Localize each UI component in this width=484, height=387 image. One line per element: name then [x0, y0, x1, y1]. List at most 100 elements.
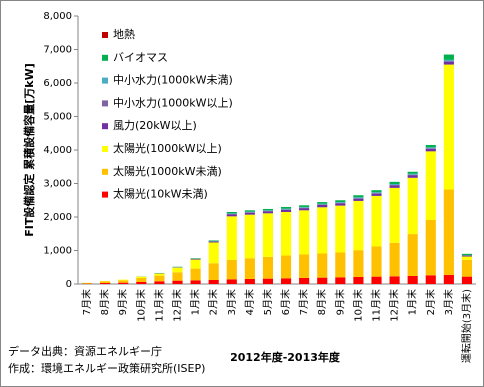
bar-segment — [299, 206, 310, 208]
bar-segment — [317, 207, 328, 254]
bar-segment — [353, 200, 364, 251]
legend-swatch — [102, 100, 108, 107]
legend-swatch — [102, 32, 108, 38]
y-tick-label: 3,000 — [43, 179, 72, 190]
bar-segment — [335, 200, 346, 203]
bar-segment — [461, 253, 473, 256]
bar-segment — [226, 259, 237, 280]
bar-segment — [317, 277, 328, 284]
legend-label: 地熱 — [113, 28, 135, 41]
bar-segment — [389, 184, 400, 186]
bar-segment — [389, 185, 400, 188]
x-tick-label: 10月末 — [351, 289, 364, 322]
x-tick-label: 6月末 — [279, 289, 292, 315]
bar-segment — [280, 255, 292, 279]
bar-segment — [335, 252, 346, 278]
legend-label: バイオマス — [113, 51, 168, 64]
bar-segment — [299, 277, 310, 284]
bar-segment — [299, 210, 310, 255]
bar-segment — [208, 241, 219, 243]
y-tick-label: 2,000 — [43, 212, 72, 223]
bar-segment — [262, 278, 274, 284]
bar-segment — [136, 281, 147, 284]
bar-segment — [353, 198, 364, 201]
bar-segment — [317, 202, 328, 204]
bar-segment — [335, 203, 346, 206]
bar-segment — [262, 208, 274, 211]
bar-segment — [280, 208, 292, 210]
bar-segment — [425, 147, 436, 149]
bar-segment — [425, 275, 436, 284]
y-tick-label: 8,000 — [43, 11, 72, 22]
x-tick-label: 12月末 — [388, 289, 401, 322]
bar-segment — [190, 280, 201, 284]
bar-segment — [226, 213, 237, 214]
bar-segment — [353, 276, 364, 284]
bar-segment — [335, 277, 346, 284]
bar-segment — [353, 250, 364, 277]
legend-swatch — [102, 191, 108, 198]
bar-segment — [190, 259, 201, 269]
bar-segment — [299, 205, 310, 207]
bar-segment — [136, 277, 147, 282]
bar-segment — [208, 240, 219, 242]
bar-segment — [407, 234, 418, 276]
x-tick-label: 9月末 — [333, 289, 346, 315]
bar-segment — [425, 220, 436, 276]
y-tick-label: 6,000 — [43, 78, 72, 89]
bar-segment — [461, 255, 473, 257]
bar-segment — [425, 144, 436, 148]
x-tick-label: 2月末 — [207, 289, 220, 315]
bar-segment — [443, 274, 454, 284]
bar-segment — [226, 214, 237, 217]
bar-segment — [389, 181, 400, 185]
bar-segment — [262, 210, 274, 211]
bar-segment — [371, 276, 382, 284]
bar-segment — [407, 177, 418, 235]
bar-segment — [389, 242, 400, 277]
bar-segment — [244, 258, 255, 279]
bar-segment — [371, 192, 382, 194]
bar-segment — [353, 195, 364, 198]
bar-segment — [461, 256, 473, 260]
bar-segment — [371, 195, 382, 247]
y-tick-label: 5,000 — [43, 112, 72, 123]
bar-segment — [443, 64, 454, 190]
legend-label: 太陽光(10kW未満) — [113, 187, 208, 201]
bar-segment — [226, 279, 237, 284]
x-tick-label: 8月末 — [315, 289, 328, 315]
x-tick-label: 11月末 — [370, 289, 383, 322]
bar-segment — [443, 59, 454, 62]
bar-segment — [81, 282, 93, 284]
bar-segment — [208, 242, 219, 264]
legend-label: 中小水力(1000kW以上) — [113, 96, 233, 109]
legend-swatch — [102, 146, 108, 152]
source-note: データ出典：資源エネルギー庁 — [8, 344, 162, 358]
bar-segment — [317, 203, 328, 205]
bar-segment — [371, 190, 382, 193]
bar-segment — [154, 275, 165, 282]
x-tick-label: 運転開始(3月末) — [460, 289, 473, 363]
legend-label: 太陽光(1000kW以上) — [113, 141, 222, 155]
bar-segment — [136, 276, 147, 278]
bar-segment — [244, 278, 255, 284]
bar-segment — [389, 276, 400, 284]
bar-segment — [443, 61, 454, 65]
legend-swatch — [102, 77, 108, 84]
bar-segment — [226, 216, 237, 260]
x-tick-label: 5月末 — [261, 289, 274, 315]
y-axis-title: FIT設備認定 累積設備容量[万kW] — [22, 63, 36, 236]
x-tick-label: 1月末 — [406, 289, 419, 315]
bar-segment — [190, 268, 201, 281]
x-tick-label: 7月末 — [297, 289, 310, 315]
bar-segment — [280, 206, 292, 209]
bar-segment — [208, 263, 219, 280]
bar-segment — [407, 175, 418, 178]
x-tick-label: 8月末 — [98, 289, 111, 315]
bar-segment — [280, 278, 292, 284]
legend-label: 太陽光(1000kW未満) — [113, 164, 222, 178]
bar-segment — [172, 272, 183, 281]
bar-segment — [461, 276, 473, 284]
bar-segment — [407, 173, 418, 175]
